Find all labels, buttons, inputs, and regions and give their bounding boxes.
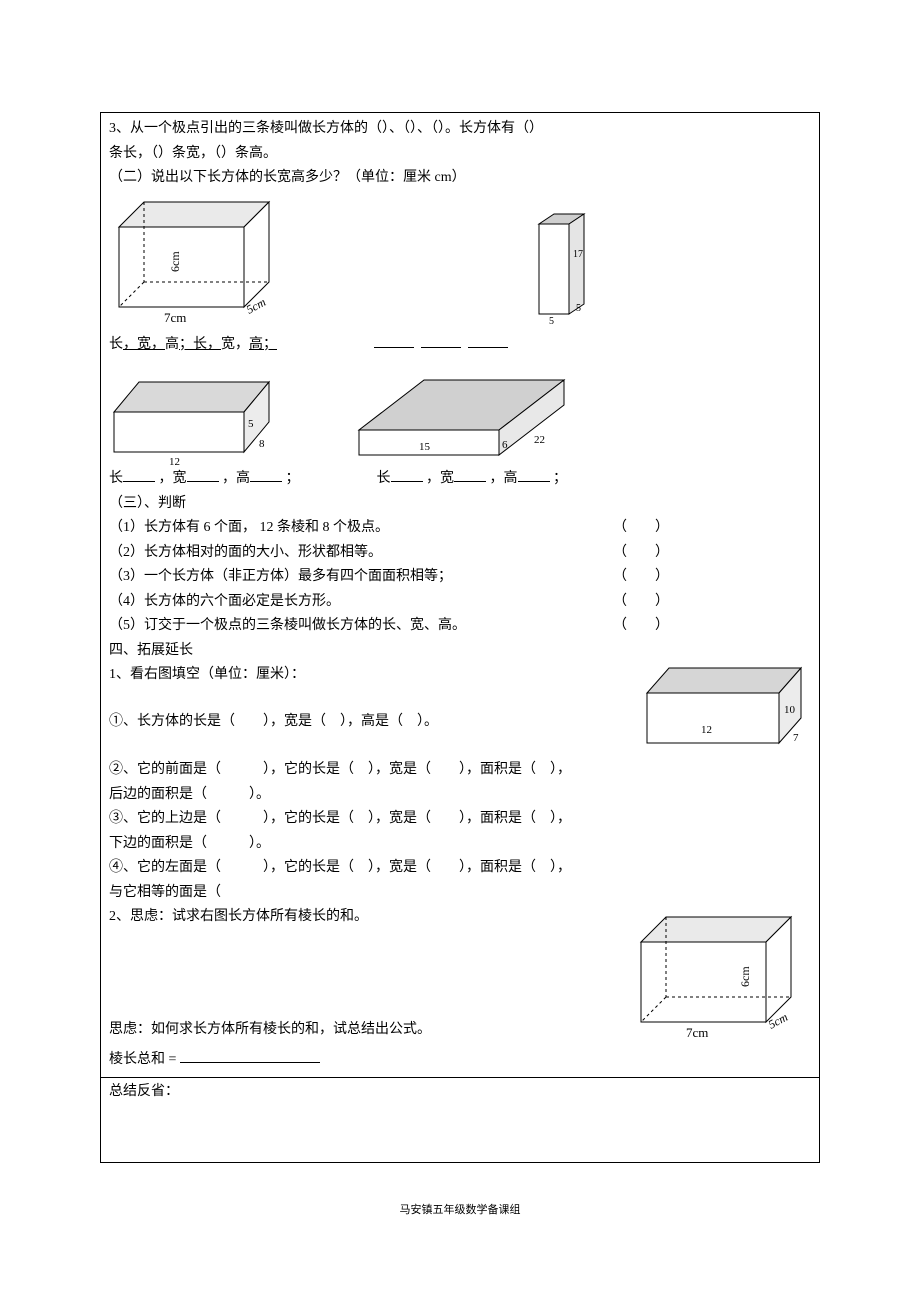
box6-h-label: 6cm [738,966,752,987]
figure-box4: 15 22 6 [354,375,574,467]
judge-3: （3）一个长方体（非正方体）最多有四个面面积相等； [109,565,452,590]
box4-w-label: 15 [419,441,431,453]
ext2-formula-line: 棱长总和 = [109,1048,811,1073]
figure-box2: 17 5 5 [529,212,609,327]
ext1-line-1: ①、长方体的长是（ ），宽是（ ），高是（ ）。 [109,710,633,735]
box3-w-label: 12 [169,456,180,467]
ext1-line-4: ③、它的上边是（ ），它的长是（ ），宽是（ ），面积是（ ）， [109,807,811,832]
box4-d-label: 22 [534,434,545,446]
figure-box1: 6cm 7cm 5cm [109,197,289,327]
q3-line-a: 3、从一个极点引出的三条棱叫做长方体的（）、（）、（）。长方体有（） [109,117,811,142]
box5-h-label: 10 [784,704,796,716]
sec3-title: （三）、判断 [109,492,811,517]
ext1-line-5: 下边的面积是（ ）。 [109,832,811,857]
box1-w-label: 7cm [164,310,186,325]
box2-d-label: 5 [576,303,581,314]
sec4-title: 四、拓展延长 [109,639,811,664]
box3-h-label: 5 [248,418,254,430]
judge-3-paren[interactable]: （ ） [613,565,669,590]
lwh-line-1: 长，宽，高；长，宽，高； [109,333,811,358]
figure-box6: 6cm 7cm 5cm [631,912,811,1042]
lwh-line-2: 长 ，宽 ，高 ； 长 ，宽 ，高 ； [109,467,811,492]
box3-d-label: 8 [259,438,265,450]
box5-d-label: 7 [793,732,799,744]
box5-w-label: 12 [701,724,712,736]
box4-h-label: 6 [502,439,508,451]
sec2-title: （二）说出以下长方体的长宽高多少？（单位：厘米 cm） [109,166,811,191]
box2-w-label: 5 [549,316,554,327]
ext2-title: 2、思虑：试求右图长方体所有棱长的和。 [109,905,631,930]
figure-box3: 12 8 5 [109,377,294,467]
judge-2: （2）长方体相对的面的大小、形状都相等。 [109,541,382,566]
judge-2-paren[interactable]: （ ） [613,541,669,566]
summary-title: 总结反省： [109,1078,811,1155]
judge-4: （4）长方体的六个面必定是长方形。 [109,590,340,615]
figure-box5: 12 7 10 [641,663,811,758]
ext1-line-3: 后边的面积是（ ）。 [109,783,811,808]
ext1-title: 1、看右图填空（单位：厘米）： [109,663,633,688]
judge-4-paren[interactable]: （ ） [613,590,669,615]
box2-h-label: 17 [573,249,583,260]
judge-5: （5）订交于一个极点的三条棱叫做长方体的长、宽、高。 [109,614,466,639]
page-footer: 马安镇五年级数学备课组 [100,1201,820,1217]
box6-w-label: 7cm [686,1025,708,1040]
ext1-line-6: ④、它的左面是（ ），它的长是（ ），宽是（ ），面积是（ ）， [109,856,811,881]
ext1-line-7: 与它相等的面是（ [109,881,811,906]
q3-line-b: 条长，（）条宽，（）条高。 [109,142,811,167]
judge-1-paren[interactable]: （ ） [613,516,669,541]
judge-1: （1）长方体有 6 个面， 12 条棱和 8 个极点。 [109,516,389,541]
ext1-line-2: ②、它的前面是（ ），它的长是（ ），宽是（ ），面积是（ ）， [109,758,811,783]
box1-h-label: 6cm [168,250,182,271]
judge-5-paren[interactable]: （ ） [613,614,669,639]
ext2-think: 思虑：如何求长方体所有棱长的和，试总结出公式。 [109,1018,631,1043]
